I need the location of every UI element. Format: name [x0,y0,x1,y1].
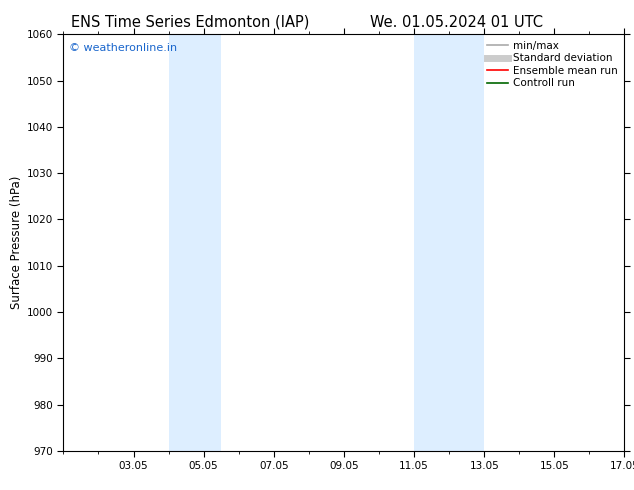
Bar [414,34,484,451]
Text: We. 01.05.2024 01 UTC: We. 01.05.2024 01 UTC [370,15,543,30]
Bar [169,34,221,451]
Text: ENS Time Series Edmonton (IAP): ENS Time Series Edmonton (IAP) [71,15,309,30]
Legend: min/max, Standard deviation, Ensemble mean run, Controll run: min/max, Standard deviation, Ensemble me… [484,37,621,92]
Y-axis label: Surface Pressure (hPa): Surface Pressure (hPa) [10,176,23,309]
Text: © weatheronline.in: © weatheronline.in [69,43,177,52]
